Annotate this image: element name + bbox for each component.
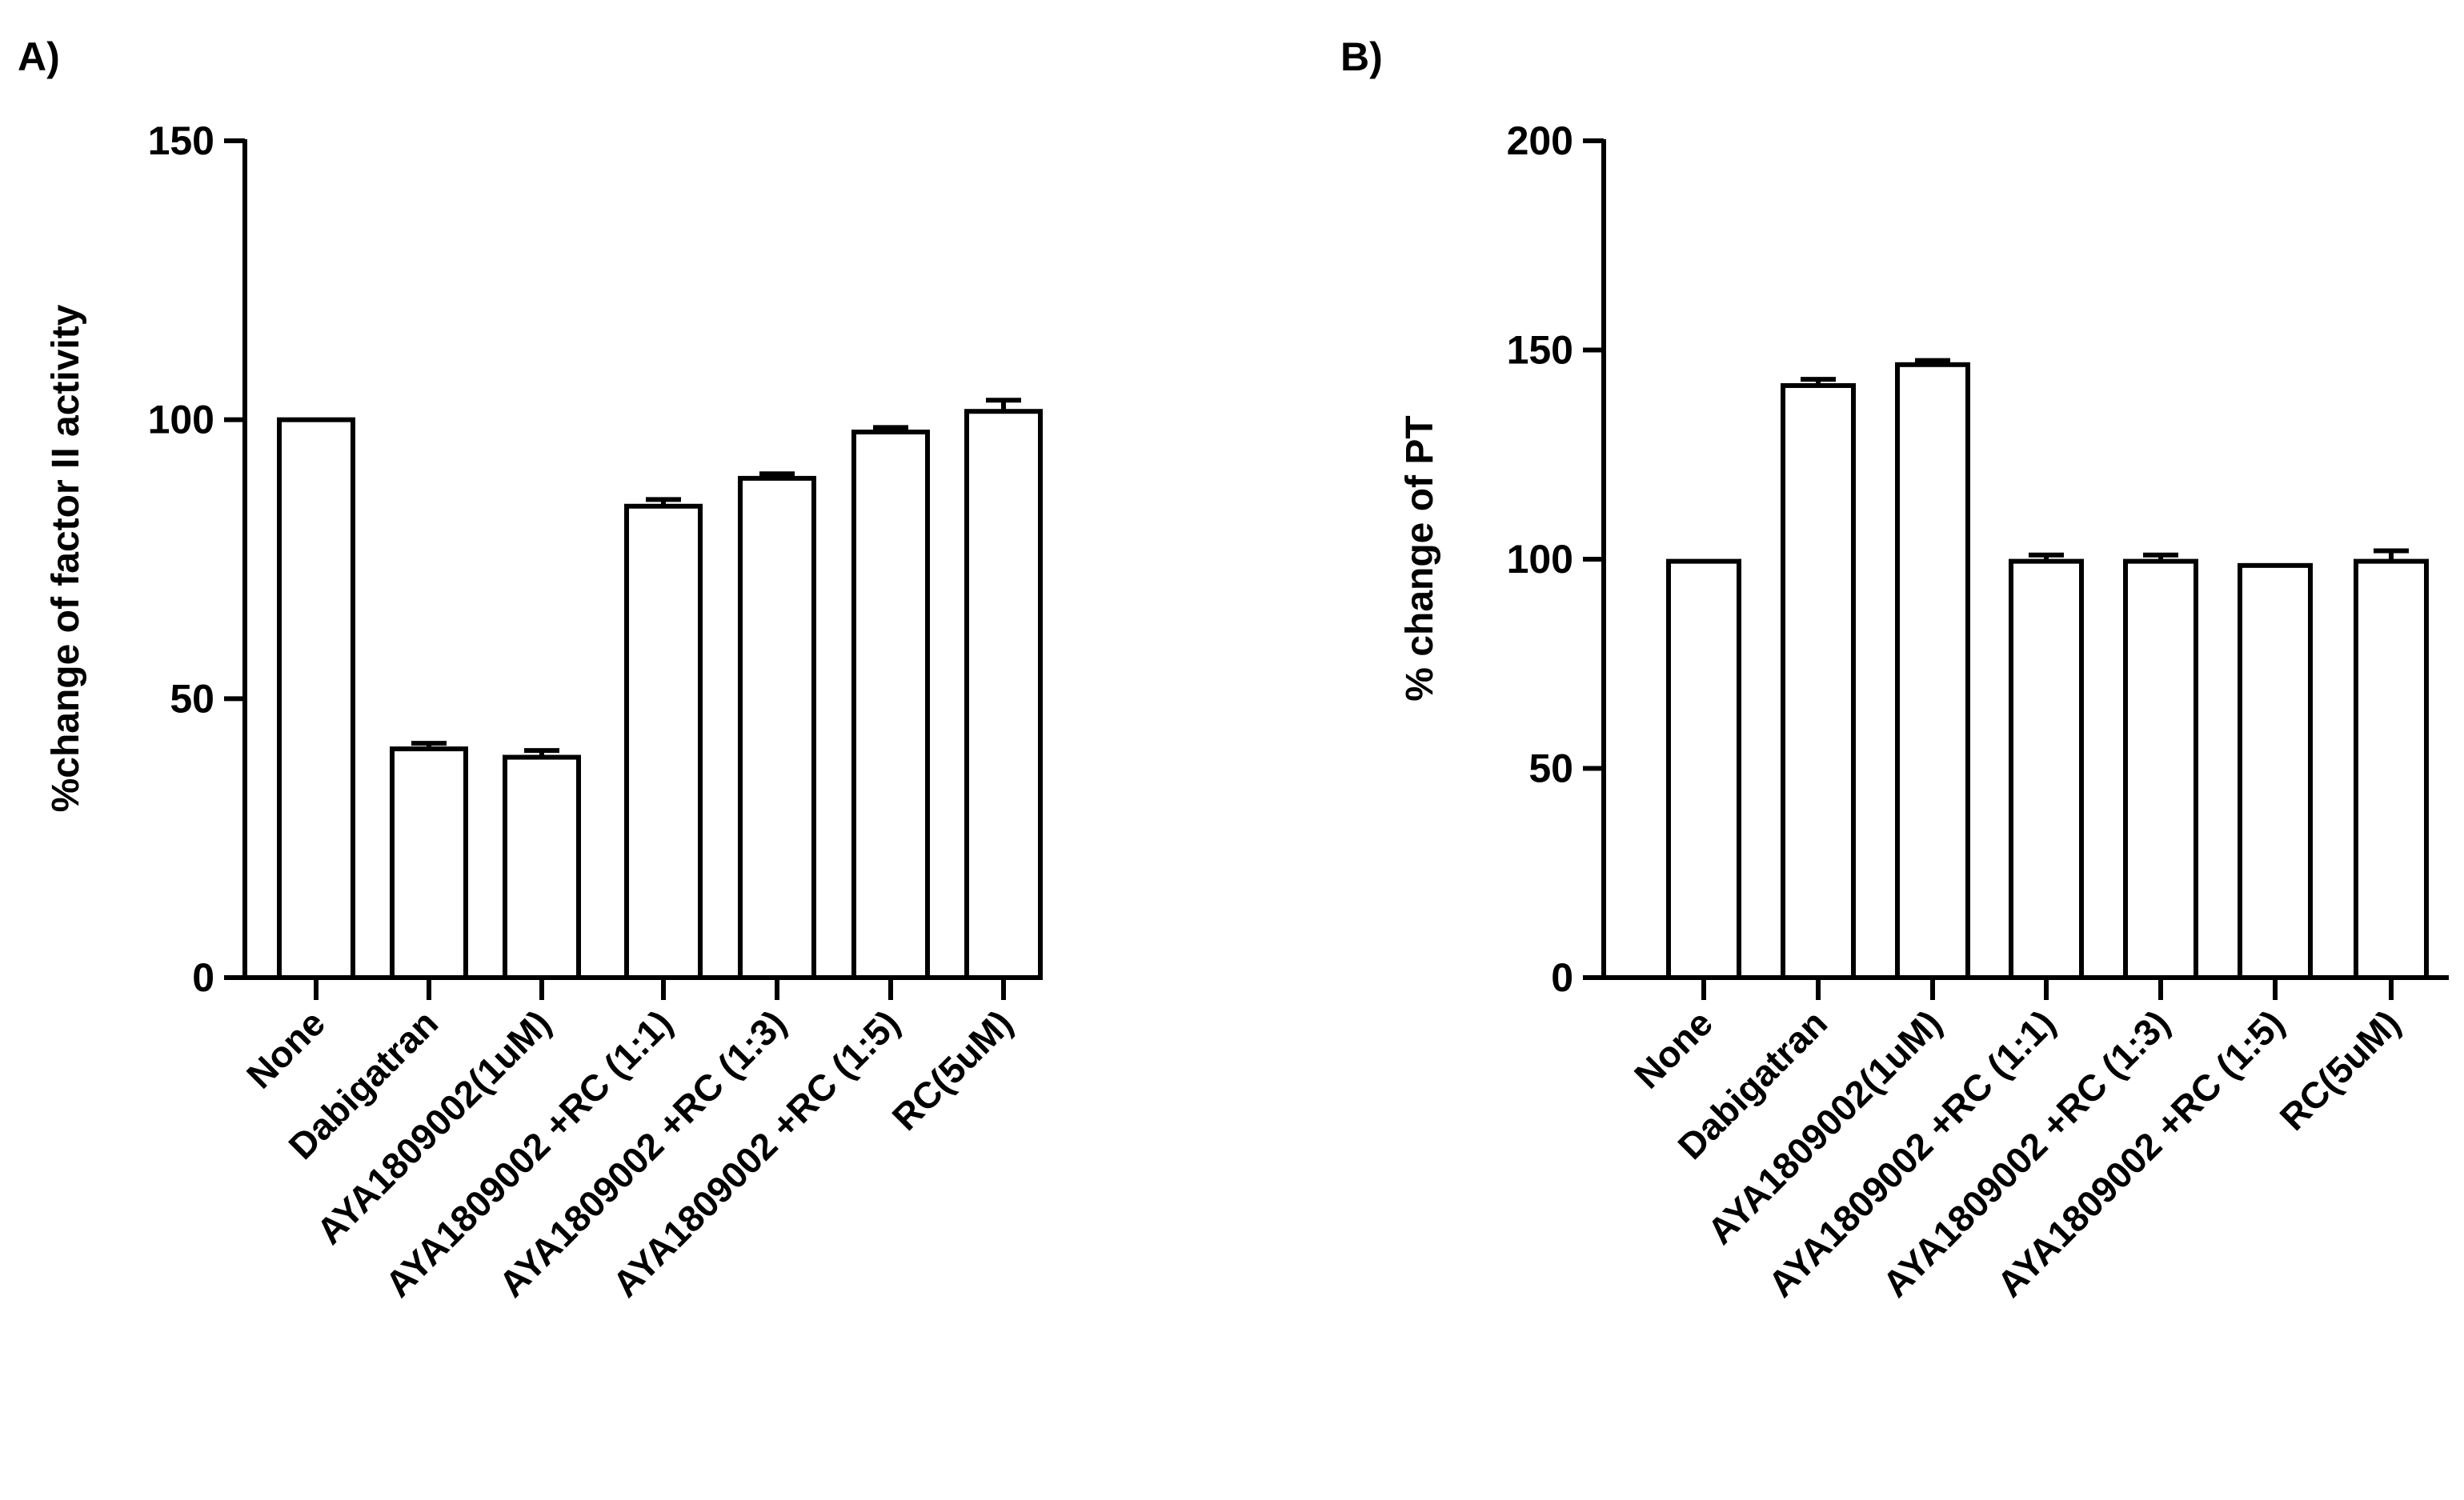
- panel-a-bar: [851, 430, 930, 980]
- panel-a-bar: [624, 503, 703, 980]
- panel-a-y-tick-label: 0: [192, 955, 214, 1000]
- panel-b-y-tick-label: 150: [1507, 328, 1573, 373]
- panel-a-y-tick-label: 150: [148, 118, 214, 163]
- panel-a-x-tick-label: None: [238, 1002, 333, 1096]
- panel-b-bar: [1895, 362, 1970, 980]
- panel-b: B) % change of PT 050100150200NoneDabiga…: [1340, 34, 2449, 1305]
- panel-b-y-tick-label: 0: [1551, 955, 1573, 1000]
- panel-b-x-tick-label: None: [1626, 1002, 1721, 1096]
- panel-a-label: A): [18, 34, 60, 79]
- panel-b-plot-area: 050100150200NoneDabigatranAYA1809002(1uM…: [1507, 118, 2449, 1305]
- panel-a-y-tick-label: 50: [170, 676, 214, 721]
- panel-b-y-tick-label: 200: [1507, 118, 1573, 163]
- panel-b-bar: [2009, 558, 2084, 980]
- panel-a-y-tick-label: 100: [148, 398, 214, 442]
- panel-b-bar: [2238, 562, 2313, 980]
- panel-a-bar: [277, 417, 355, 980]
- panel-a-x-tick-label: RC(5uM): [884, 1002, 1020, 1138]
- panel-b-bar: [2354, 558, 2429, 980]
- panel-b-bar: [1666, 558, 1741, 980]
- panel-a-bar: [964, 409, 1043, 980]
- panel-b-y-tick-label: 50: [1528, 746, 1573, 791]
- panel-b-label: B): [1340, 34, 1383, 79]
- panel-b-bar: [2123, 558, 2198, 980]
- panel-a-plot-area: 050100150NoneDabigatranAYA1809002(1uM)AY…: [148, 118, 1043, 1305]
- panel-a-bar: [738, 475, 816, 980]
- panel-b-y-axis-label: % change of PT: [1399, 415, 1441, 701]
- panel-b-bar: [1781, 382, 1856, 980]
- panel-a-bar: [390, 746, 468, 980]
- panel-a-y-axis-label: %change of factor II activity: [45, 304, 87, 812]
- panel-a-bar: [503, 754, 581, 980]
- panel-b-y-tick-label: 100: [1507, 537, 1573, 582]
- panel-b-x-tick-label: RC(5uM): [2272, 1002, 2408, 1138]
- panel-a: A) %change of factor II activity 0 50 100 1…: [18, 34, 1043, 1305]
